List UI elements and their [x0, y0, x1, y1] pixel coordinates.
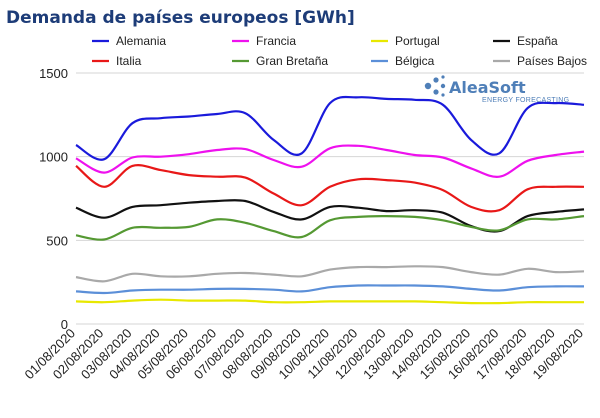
- y-tick-label: 1500: [39, 66, 68, 81]
- series-line-alemania: [75, 95, 585, 161]
- y-tick-label: 0: [61, 317, 68, 332]
- legend-label-gran-bretana: Gran Bretaña: [256, 54, 328, 68]
- y-tick-label: 1000: [39, 150, 68, 165]
- series-line-portugal: [75, 298, 584, 305]
- y-tick-label: 500: [46, 233, 68, 248]
- series-line-belgica: [75, 284, 585, 295]
- legend-label-alemania: Alemania: [116, 34, 166, 48]
- legend-label-italia: Italia: [116, 54, 142, 68]
- series-line-francia: [75, 144, 585, 178]
- legend-label-espana: España: [517, 34, 558, 48]
- series-line-italia: [75, 164, 585, 213]
- legend-label-portugal: Portugal: [395, 34, 440, 48]
- legend-label-belgica: Bélgica: [395, 54, 435, 68]
- legend-label-paises-bajos: Países Bajos: [517, 54, 587, 68]
- plot-series: [75, 95, 585, 305]
- chart-title: Demanda de países europeos [GWh]: [6, 8, 355, 28]
- x-axis: 01/08/202002/08/202003/08/202004/08/2020…: [21, 326, 586, 383]
- series-line-gran-bretana: [75, 215, 585, 241]
- logo-mark-icon: [424, 75, 446, 97]
- y-axis: 0 500 1000 1500: [39, 66, 68, 332]
- logo-tagline: ENERGY FORECASTING: [482, 97, 569, 104]
- aleasoft-logo: AleaSoft ENERGY FORECASTING: [424, 75, 569, 104]
- legend-label-francia: Francia: [256, 34, 296, 48]
- logo-name: AleaSoft: [449, 78, 526, 97]
- series-line-paises-bajos: [75, 265, 585, 283]
- legend: Alemania Francia Portugal España Italia Gran …: [92, 34, 587, 68]
